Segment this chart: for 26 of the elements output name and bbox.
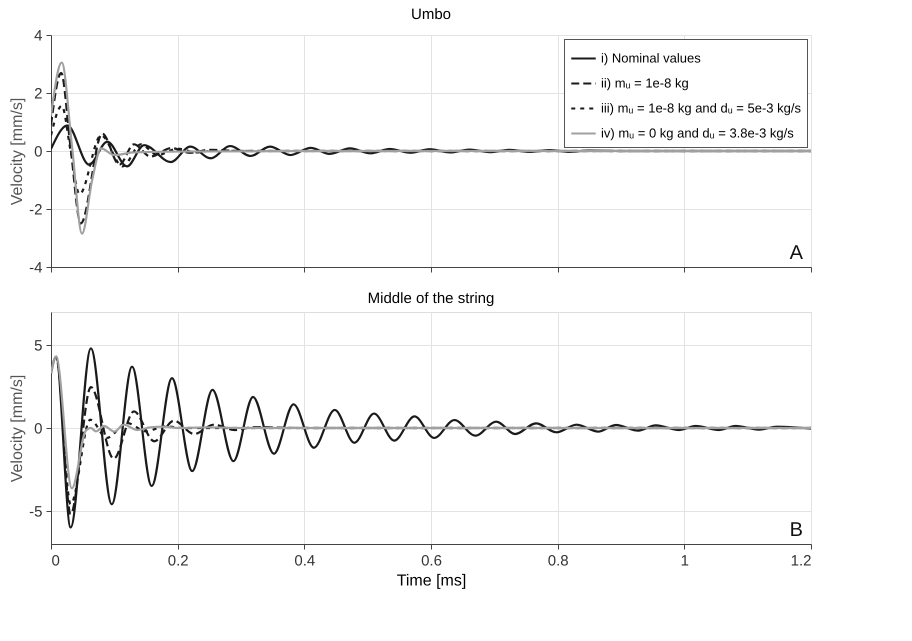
y-tick-label: -5 [29, 503, 42, 520]
legend-label: iii) mᵤ = 1e-8 kg and dᵤ = 5e-3 kg/s [601, 100, 802, 116]
legend-label: ii) mᵤ = 1e-8 kg [601, 76, 689, 90]
legend-label: i) Nominal values [601, 50, 702, 66]
chart-title: Umbo [410, 6, 452, 23]
y-tick-label: 2 [34, 86, 42, 102]
y-tick-label: 5 [34, 338, 42, 355]
annotation: A [790, 242, 804, 264]
y-tick-label: 4 [34, 28, 42, 44]
x-tick-label: 0.8 [548, 552, 569, 570]
legend-label: iv) mᵤ = 0 kg and dᵤ = 3.8e-3 kg/s [601, 126, 794, 140]
x-tick-label: 0 [52, 552, 60, 570]
x-axis-title: Time [ms] [396, 572, 466, 590]
x-tick-label: 0.4 [294, 552, 316, 570]
y-tick-label: 0 [34, 420, 42, 438]
y-tick-label: -2 [29, 202, 42, 218]
x-tick-label: 0.2 [168, 552, 189, 570]
x-tick-label: 0.6 [421, 552, 442, 570]
y-axis-title: Velocity [mm/s] [9, 98, 26, 206]
x-tick-label: 1.2 [790, 552, 812, 570]
y-tick-label: -4 [29, 260, 42, 276]
chart-title: Middle of the string [368, 290, 494, 307]
y-tick-label: 0 [34, 144, 42, 160]
x-tick-label: 1 [680, 552, 690, 570]
y-axis-title: Velocity [mm/s] [9, 374, 26, 482]
annotation: B [790, 519, 803, 541]
